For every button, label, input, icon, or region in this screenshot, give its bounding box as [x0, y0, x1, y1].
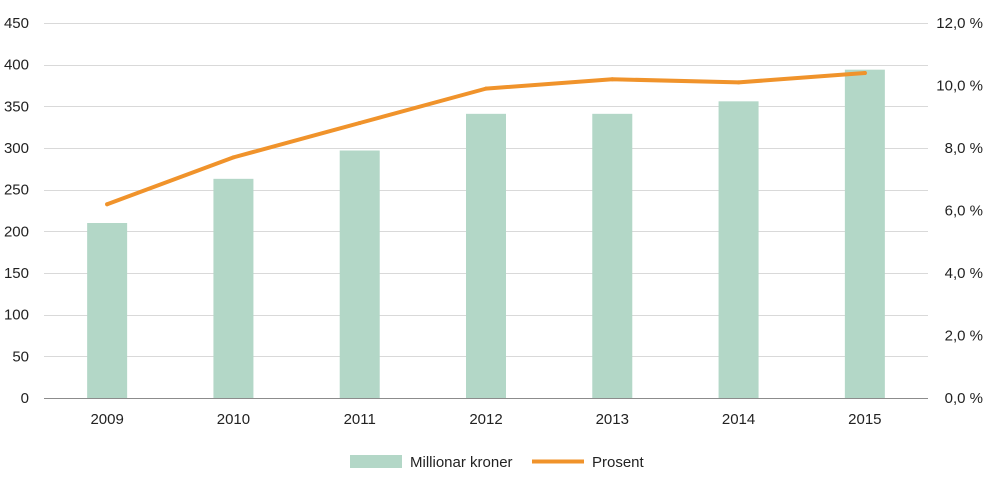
right-y-tick-label: 6,0 %: [945, 203, 983, 220]
right-y-tick-label: 8,0 %: [945, 140, 983, 157]
left-y-tick-label: 100: [4, 307, 29, 324]
bar-2013: [592, 113, 633, 398]
right-y-tick-label: 2,0 %: [945, 328, 983, 345]
prosent-point-2010: [231, 155, 236, 160]
prosent-point-2009: [105, 202, 110, 207]
x-tick-label: 2013: [596, 411, 629, 428]
prosent-point-2014: [736, 80, 741, 85]
legend: Millionar kroner Prosent: [350, 454, 645, 471]
legend-label-line: Prosent: [592, 454, 645, 471]
left-y-tick-label: 400: [4, 57, 29, 74]
bar-2014: [718, 101, 759, 398]
x-tick-label: 2012: [469, 411, 502, 428]
bar-2009: [87, 223, 128, 398]
x-tick-label: 2014: [722, 411, 755, 428]
left-y-tick-label: 150: [4, 265, 29, 282]
prosent-point-2013: [610, 77, 615, 82]
prosent-point-2015: [862, 71, 867, 75]
legend-label-bar: Millionar kroner: [410, 454, 513, 471]
prosent-point-2011: [357, 121, 362, 125]
left-y-tick-label: 450: [4, 15, 29, 32]
x-tick-label: 2010: [217, 411, 250, 428]
x-tick-label: 2015: [848, 411, 881, 428]
left-y-tick-label: 250: [4, 182, 29, 199]
left-y-tick-label: 300: [4, 140, 29, 157]
left-y-tick-label: 50: [12, 348, 29, 365]
bar-2015: [844, 69, 885, 399]
left-y-tick-label: 350: [4, 98, 29, 115]
line-series: [105, 71, 867, 207]
bar-2012: [466, 113, 506, 398]
right-y-tick-label: 10,0 %: [936, 78, 983, 95]
x-axis: 2009 2010 2011 2012 2013 2014 2015: [90, 411, 881, 428]
legend-swatch-bar: [350, 455, 402, 468]
bar-series: [87, 69, 885, 399]
right-y-axis: 0,0 % 2,0 % 4,0 % 6,0 % 8,0 % 10,0 % 12,0 %: [936, 15, 983, 407]
x-tick-label: 2011: [344, 411, 376, 428]
left-y-tick-label: 0: [21, 390, 29, 407]
bar-2010: [213, 178, 254, 398]
right-y-tick-label: 4,0 %: [945, 265, 983, 282]
right-y-tick-label: 12,0 %: [936, 15, 983, 32]
bar-2011: [339, 150, 380, 398]
x-tick-label: 2009: [90, 411, 123, 428]
prosent-point-2012: [484, 86, 488, 91]
left-y-tick-label: 200: [4, 223, 29, 240]
right-y-tick-label: 0,0 %: [945, 390, 983, 407]
left-y-axis: 0 50 100 150 200 250 300 350 400 450: [4, 15, 29, 407]
